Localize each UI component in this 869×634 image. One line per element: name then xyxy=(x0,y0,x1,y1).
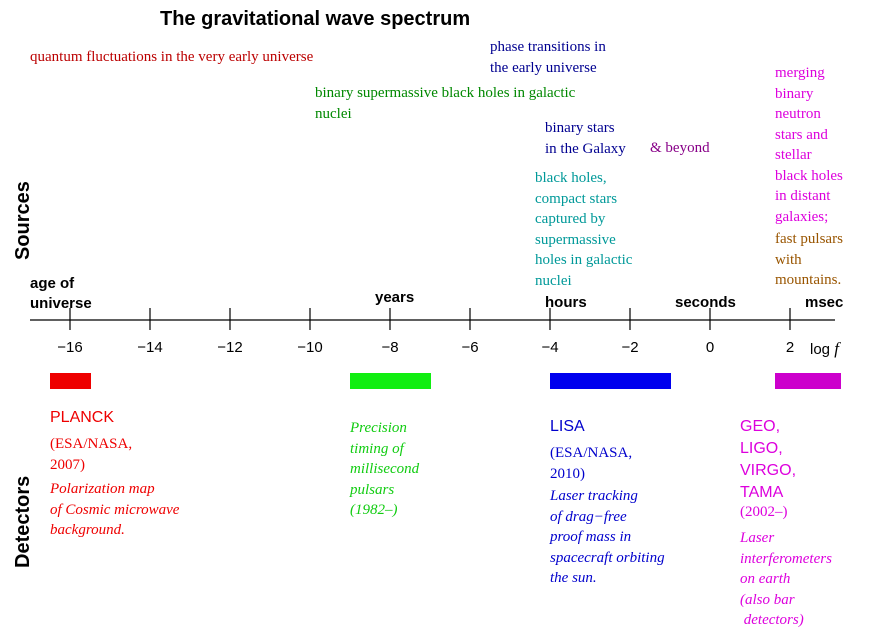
pulsar-timing-description: Precision timing of millisecond pulsars … xyxy=(350,420,420,518)
axis-tick-label: −16 xyxy=(57,339,83,356)
tick-marks xyxy=(69,308,791,330)
timescale-seconds: seconds xyxy=(675,294,736,311)
ground-detectors-names: GEO, LIGO, VIRGO, TAMA xyxy=(740,418,797,501)
frequency-axis xyxy=(30,308,835,330)
ground-detectors-band-bar xyxy=(775,373,841,389)
pulsar-timing-band-bar xyxy=(350,373,431,389)
source-phase-transitions: phase transitions in the early universe xyxy=(490,39,606,76)
planck-band-bar xyxy=(50,373,91,389)
axis-tick-label: −12 xyxy=(217,339,243,356)
source-fast-pulsars: fast pulsars with mountains. xyxy=(775,231,843,288)
axis-tick-label: 0 xyxy=(705,339,715,356)
lisa-description: Laser tracking of drag−free proof mass i… xyxy=(550,488,665,586)
timescale-hours: hours xyxy=(545,294,587,311)
source-black-holes: black holes, compact stars captured by s… xyxy=(535,170,633,289)
diagram-title: The gravitational wave spectrum xyxy=(160,8,471,30)
source-quantum-fluctuations: quantum fluctuations in the very early u… xyxy=(30,49,314,65)
source-and-beyond: & beyond xyxy=(650,140,710,156)
source-binary-stars: binary stars in the Galaxy xyxy=(545,120,626,157)
detectors-label: Detectors xyxy=(12,475,34,568)
source-binary-supermassive: binary supermassive black holes in galac… xyxy=(315,85,576,122)
ground-detectors-years: (2002–) xyxy=(740,504,788,520)
axis-unit-f: f xyxy=(834,339,839,358)
timescale-msec: msec xyxy=(805,294,844,311)
source-merging-binaries: merging binary neutron stars and stellar… xyxy=(775,65,843,225)
planck-description: Polarization map of Cosmic microwave bac… xyxy=(50,481,180,538)
planck-name: PLANCK xyxy=(50,409,115,426)
axis-tick-label: −8 xyxy=(381,339,399,356)
axis-tick-label: −10 xyxy=(297,339,323,356)
axis-tick-label: −14 xyxy=(137,339,163,356)
lisa-agency: (ESA/NASA, 2010) xyxy=(550,445,633,482)
lisa-name: LISA xyxy=(550,418,585,435)
sources-label: Sources xyxy=(12,181,34,260)
axis-unit-label: log f xyxy=(810,339,839,359)
axis-tick-label: −6 xyxy=(461,339,479,356)
planck-agency: (ESA/NASA, 2007) xyxy=(50,436,133,473)
timescale-age-of-universe: age of universe xyxy=(30,275,92,312)
ground-detectors-description: Laser interferometers on earth (also bar… xyxy=(740,530,832,628)
timescale-years: years xyxy=(375,289,415,306)
axis-tick-label: −2 xyxy=(621,339,639,356)
axis-tick-label: −4 xyxy=(541,339,559,356)
lisa-band-bar xyxy=(550,373,671,389)
axis-tick-label: 2 xyxy=(785,339,795,356)
axis-unit-log: log xyxy=(810,341,831,358)
